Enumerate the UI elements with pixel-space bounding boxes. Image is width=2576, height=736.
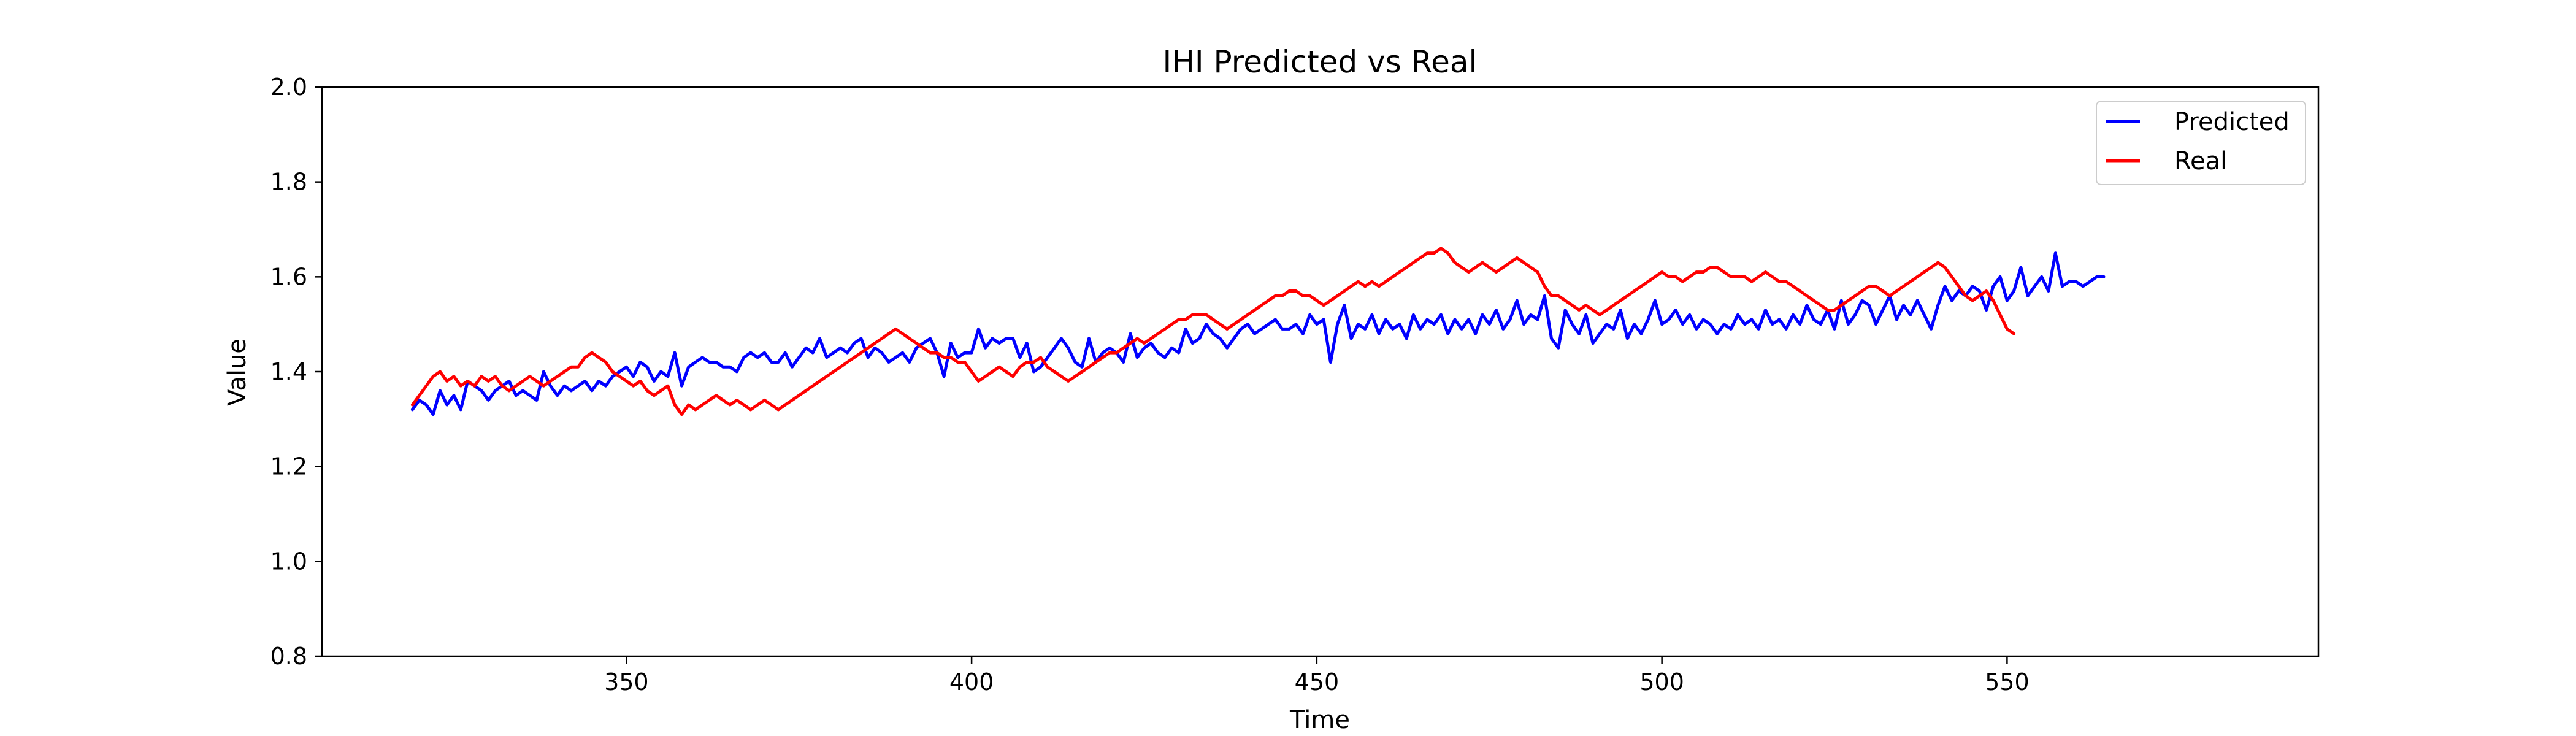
x-tick-label: 450 <box>1295 669 1340 696</box>
y-tick-label: 1.8 <box>270 169 307 196</box>
x-tick-label: 350 <box>604 669 649 696</box>
x-axis-label: Time <box>1289 706 1350 734</box>
chart-title: IHI Predicted vs Real <box>1163 44 1478 80</box>
series-line-predicted <box>410 251 2106 416</box>
y-tick-label: 1.4 <box>270 358 307 385</box>
y-tick-label: 1.6 <box>270 263 307 290</box>
y-tick-label: 2.0 <box>270 74 307 101</box>
axis-ticks: 350 400 450 500 550 0.8 1.0 1.2 1.4 1.6 1.8 2.0 <box>270 74 2030 696</box>
y-tick-label: 1.0 <box>270 548 307 575</box>
legend-box <box>2096 101 2306 185</box>
y-tick-label: 0.8 <box>270 643 307 670</box>
y-axis-label: Value <box>223 339 251 406</box>
series-lines <box>410 247 2106 416</box>
x-tick-label: 500 <box>1639 669 1684 696</box>
legend: Predicted Real <box>2096 101 2306 185</box>
plot-frame <box>321 86 2320 657</box>
y-tick-label: 1.2 <box>270 453 307 480</box>
legend-label-real: Real <box>2174 147 2227 175</box>
series-line-real <box>410 247 2016 416</box>
x-tick-label: 400 <box>949 669 994 696</box>
x-tick-label: 550 <box>1985 669 2030 696</box>
legend-label-predicted: Predicted <box>2174 108 2290 136</box>
